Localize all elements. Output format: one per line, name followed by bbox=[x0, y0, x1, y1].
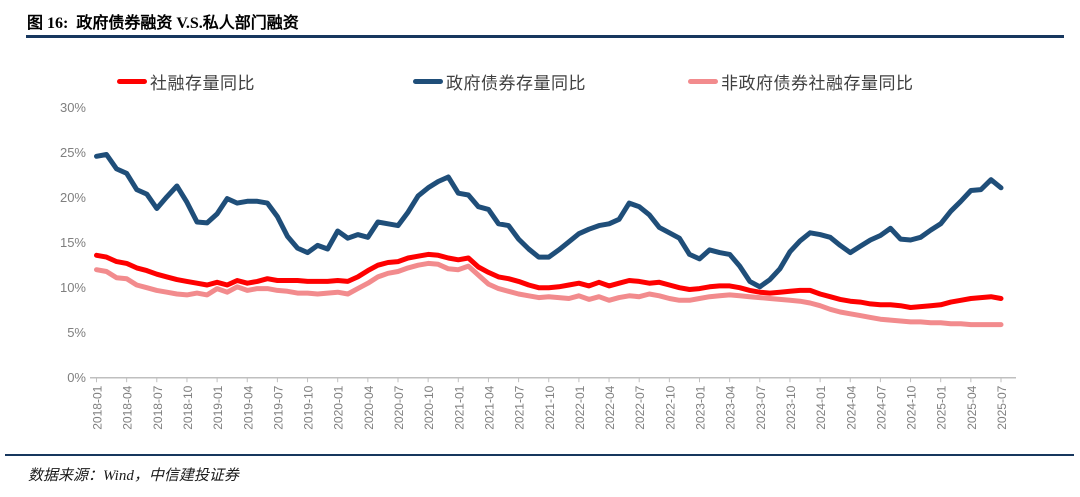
legend-label: 社融存量同比 bbox=[150, 73, 255, 93]
legend-item-1: 政府债券存量同比 bbox=[413, 70, 586, 93]
legend-marker-icon bbox=[117, 78, 147, 84]
figure-title: 图 16: 政府债券融资 V.S.私人部门融资 bbox=[27, 15, 299, 32]
x-tick-label: 2020-04 bbox=[362, 385, 376, 429]
x-tick-label: 2021-07 bbox=[513, 385, 527, 429]
x-tick-label: 2020-01 bbox=[332, 385, 346, 429]
y-tick-label: 10% bbox=[60, 280, 86, 295]
x-tick-label: 2021-01 bbox=[452, 385, 466, 429]
x-tick-label: 2024-07 bbox=[874, 385, 888, 429]
footer-rule bbox=[5, 454, 1074, 456]
series-line-nongovbond bbox=[94, 260, 1004, 328]
x-tick-label: 2018-10 bbox=[181, 385, 195, 429]
x-tick-label: 2019-07 bbox=[271, 385, 285, 429]
x-tick-label: 2022-04 bbox=[603, 385, 617, 429]
x-tick-label: 2023-04 bbox=[724, 385, 738, 429]
title-rule bbox=[26, 35, 1064, 38]
x-tick-label: 2022-01 bbox=[573, 385, 587, 429]
x-tick-label: 2024-10 bbox=[905, 385, 919, 429]
y-tick-label: 15% bbox=[60, 235, 86, 250]
x-tick-label: 2023-07 bbox=[754, 385, 768, 429]
y-tick-label: 30% bbox=[60, 100, 86, 115]
x-tick-label: 2022-10 bbox=[663, 385, 677, 429]
y-tick-label: 20% bbox=[60, 190, 86, 205]
y-tick-label: 0% bbox=[67, 370, 86, 385]
series-line-govbond bbox=[94, 152, 1004, 290]
x-tick-label: 2024-04 bbox=[844, 385, 858, 429]
x-tick-label: 2025-07 bbox=[995, 385, 1009, 429]
x-tick-label: 2023-10 bbox=[784, 385, 798, 429]
x-tick-label: 2025-04 bbox=[965, 385, 979, 429]
x-tick-label: 2023-01 bbox=[694, 385, 708, 429]
x-tick-label: 2021-10 bbox=[543, 385, 557, 429]
legend-item-2: 非政府债券社融存量同比 bbox=[688, 70, 914, 93]
data-source-note: 数据来源：Wind，中信建投证券 bbox=[28, 468, 239, 484]
x-tick-label: 2024-01 bbox=[814, 385, 828, 429]
x-tick-label: 2019-04 bbox=[241, 385, 255, 429]
x-tick-label: 2021-04 bbox=[482, 385, 496, 429]
y-tick-label: 5% bbox=[67, 325, 86, 340]
chart-legend: 社融存量同比 政府债券存量同比 非政府债券社融存量同比 bbox=[0, 70, 1080, 93]
x-tick-label: 2019-10 bbox=[302, 385, 316, 429]
x-tick-label: 2022-07 bbox=[633, 385, 647, 429]
series-line-tsf bbox=[94, 251, 1004, 310]
legend-marker-icon bbox=[413, 78, 443, 84]
legend-item-0: 社融存量同比 bbox=[117, 70, 255, 93]
legend-label: 非政府债券社融存量同比 bbox=[721, 73, 914, 93]
x-tick-label: 2020-07 bbox=[392, 385, 406, 429]
x-tick-label: 2020-10 bbox=[422, 385, 436, 429]
x-tick-label: 2025-01 bbox=[935, 385, 949, 429]
legend-label: 政府债券存量同比 bbox=[446, 73, 586, 93]
legend-marker-icon bbox=[688, 78, 718, 84]
x-tick-label: 2018-04 bbox=[121, 385, 135, 429]
x-tick-label: 2018-01 bbox=[91, 385, 105, 429]
y-tick-label: 25% bbox=[60, 145, 86, 160]
x-tick-label: 2018-07 bbox=[151, 385, 165, 429]
x-tick-label: 2019-01 bbox=[211, 385, 225, 429]
